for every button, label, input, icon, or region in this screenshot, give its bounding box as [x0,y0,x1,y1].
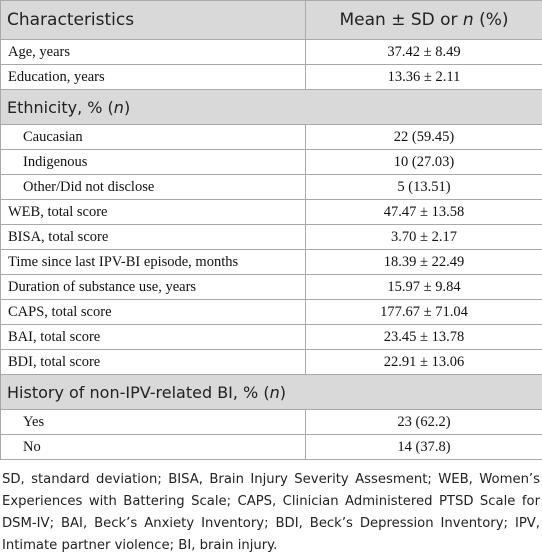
table-row: CAPS, total score 177.67 ± 71.04 [1,300,542,325]
table-row: BDI, total score 22.91 ± 13.06 [1,350,542,375]
section-history-title: History of non-IPV-related BI, % (n) [1,375,542,410]
row-label: Education, years [1,65,306,90]
section-title-prefix: History of non-IPV-related BI, % ( [7,383,270,402]
section-title-suffix: ) [124,98,130,117]
row-label: CAPS, total score [1,300,306,325]
row-label: Duration of substance use, years [1,275,306,300]
row-label: Other/Did not disclose [1,175,306,200]
header-mean-sd-prefix: Mean ± SD or [339,10,462,30]
header-n-symbol: n [463,10,474,30]
characteristics-table: Characteristics Mean ± SD or n (%) Age, … [0,0,542,460]
row-value: 13.36 ± 2.11 [306,65,542,90]
row-value: 37.42 ± 8.49 [306,40,542,65]
row-value: 177.67 ± 71.04 [306,300,542,325]
table-header-row: Characteristics Mean ± SD or n (%) [1,1,542,40]
table-row: WEB, total score 47.47 ± 13.58 [1,200,542,225]
table-row: Other/Did not disclose 5 (13.51) [1,175,542,200]
row-label: Caucasian [1,125,306,150]
table-row: No 14 (37.8) [1,435,542,460]
section-title-prefix: Ethnicity, % ( [7,98,114,117]
row-value: 3.70 ± 2.17 [306,225,542,250]
row-label: WEB, total score [1,200,306,225]
table-row: Education, years 13.36 ± 2.11 [1,65,542,90]
table-row: Caucasian 22 (59.45) [1,125,542,150]
row-label: Indigenous [1,150,306,175]
section-n-symbol: n [270,383,280,402]
row-value: 10 (27.03) [306,150,542,175]
row-value: 23.45 ± 13.78 [306,325,542,350]
row-label: No [1,435,306,460]
table-footnote: SD, standard deviation; BISA, Brain Inju… [0,460,542,557]
row-label: Time since last IPV-BI episode, months [1,250,306,275]
table-row: Duration of substance use, years 15.97 ±… [1,275,542,300]
row-value: 22 (59.45) [306,125,542,150]
section-history: History of non-IPV-related BI, % (n) [1,375,542,410]
table-row: Indigenous 10 (27.03) [1,150,542,175]
table-row: Yes 23 (62.2) [1,410,542,435]
table-row: Age, years 37.42 ± 8.49 [1,40,542,65]
row-label: BAI, total score [1,325,306,350]
row-value: 18.39 ± 22.49 [306,250,542,275]
row-value: 23 (62.2) [306,410,542,435]
row-value: 47.47 ± 13.58 [306,200,542,225]
section-ethnicity-title: Ethnicity, % (n) [1,90,542,125]
table-row: BAI, total score 23.45 ± 13.78 [1,325,542,350]
table-row: Time since last IPV-BI episode, months 1… [1,250,542,275]
header-characteristics: Characteristics [1,1,306,40]
table-row: BISA, total score 3.70 ± 2.17 [1,225,542,250]
row-value: 15.97 ± 9.84 [306,275,542,300]
row-label: Yes [1,410,306,435]
section-ethnicity: Ethnicity, % (n) [1,90,542,125]
row-label: BDI, total score [1,350,306,375]
row-label: BISA, total score [1,225,306,250]
row-label: Age, years [1,40,306,65]
row-value: 22.91 ± 13.06 [306,350,542,375]
header-mean-sd-suffix: (%) [474,10,509,30]
section-title-suffix: ) [280,383,286,402]
header-mean-sd: Mean ± SD or n (%) [306,1,542,40]
row-value: 14 (37.8) [306,435,542,460]
section-n-symbol: n [114,98,124,117]
row-value: 5 (13.51) [306,175,542,200]
